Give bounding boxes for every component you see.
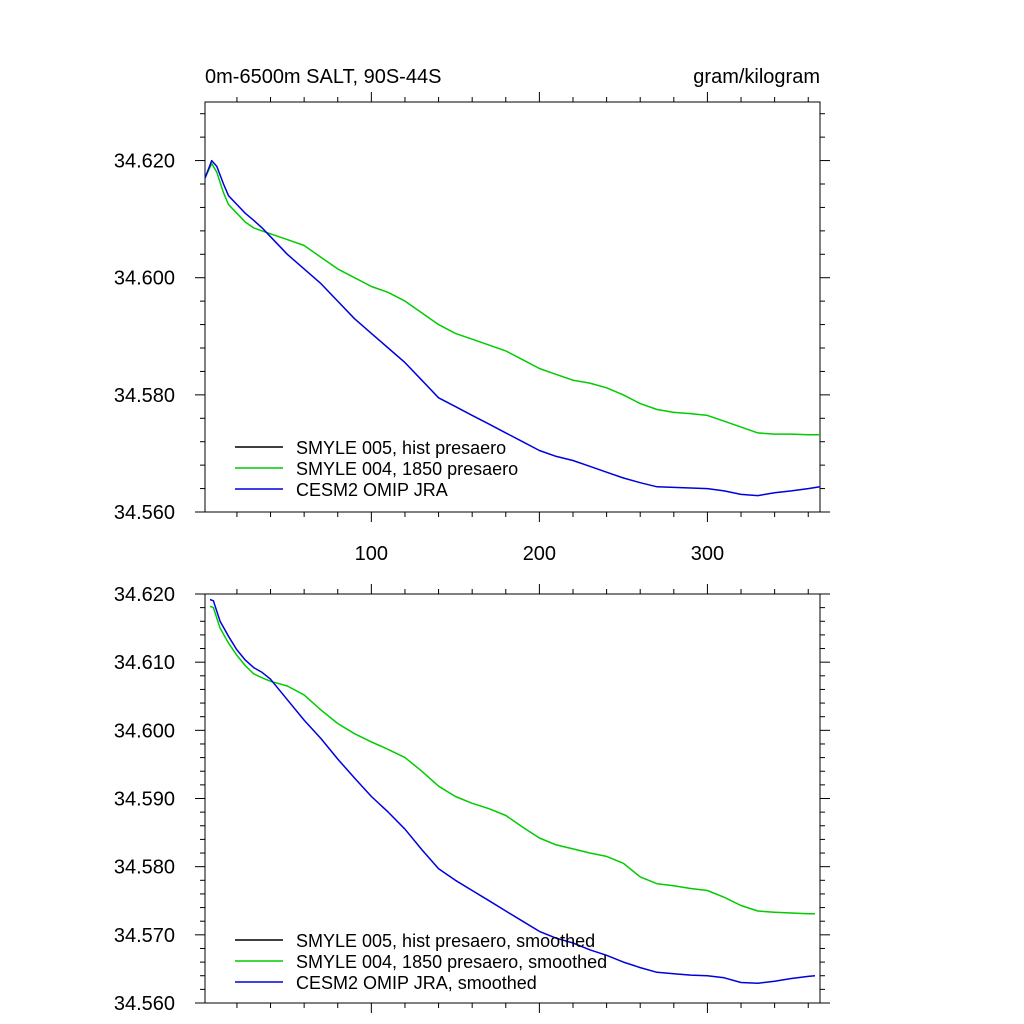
bottom-panel: 34.560 34.570 34.580 34.590 34.600 34.610 34.6… bbox=[114, 584, 830, 1015]
top-plot-frame bbox=[204, 101, 821, 513]
bottom-legend-label-2: CESM2 OMIP JRA, smoothed bbox=[296, 973, 537, 993]
top-legend-label-2: CESM2 OMIP JRA bbox=[296, 480, 448, 500]
top-y-tick-label: 34.600 bbox=[114, 268, 175, 290]
bottom-y-tick-label: 34.620 bbox=[114, 584, 175, 606]
top-x-tick-label: 300 bbox=[691, 543, 724, 565]
top-panel-title: 0m-6500m SALT, 90S-44S bbox=[205, 66, 441, 88]
bottom-y-tick-label: 34.570 bbox=[114, 925, 175, 947]
top-x-tick-label: 200 bbox=[523, 543, 556, 565]
top-panel: 0m-6500m SALT, 90S-44S gram/kilogram 34.… bbox=[114, 66, 830, 565]
bottom-legend-label-1: SMYLE 004, 1850 presaero, smoothed bbox=[296, 952, 607, 972]
top-panel-units: gram/kilogram bbox=[693, 66, 820, 88]
top-y-tick-label: 34.560 bbox=[114, 502, 175, 524]
bottom-y-tick-label: 34.610 bbox=[114, 652, 175, 674]
bottom-y-tick-label: 34.600 bbox=[114, 720, 175, 742]
bottom-legend-label-0: SMYLE 005, hist presaero, smoothed bbox=[296, 931, 595, 951]
bottom-series-line-2 bbox=[209, 598, 816, 984]
bottom-y-tick-label: 34.580 bbox=[114, 857, 175, 879]
bottom-y-tick-label: 34.560 bbox=[114, 993, 175, 1015]
top-series-line-1 bbox=[204, 162, 820, 436]
top-y-tick-label: 34.620 bbox=[114, 151, 175, 173]
bottom-y-tick-label: 34.590 bbox=[114, 789, 175, 811]
top-legend-label-0: SMYLE 005, hist presaero bbox=[296, 438, 506, 458]
top-y-tick-label: 34.580 bbox=[114, 385, 175, 407]
top-series-line-2 bbox=[204, 159, 821, 497]
top-legend-label-1: SMYLE 004, 1850 presaero bbox=[296, 459, 518, 479]
bottom-series-line-1 bbox=[209, 605, 815, 915]
top-x-tick-label: 100 bbox=[355, 543, 388, 565]
